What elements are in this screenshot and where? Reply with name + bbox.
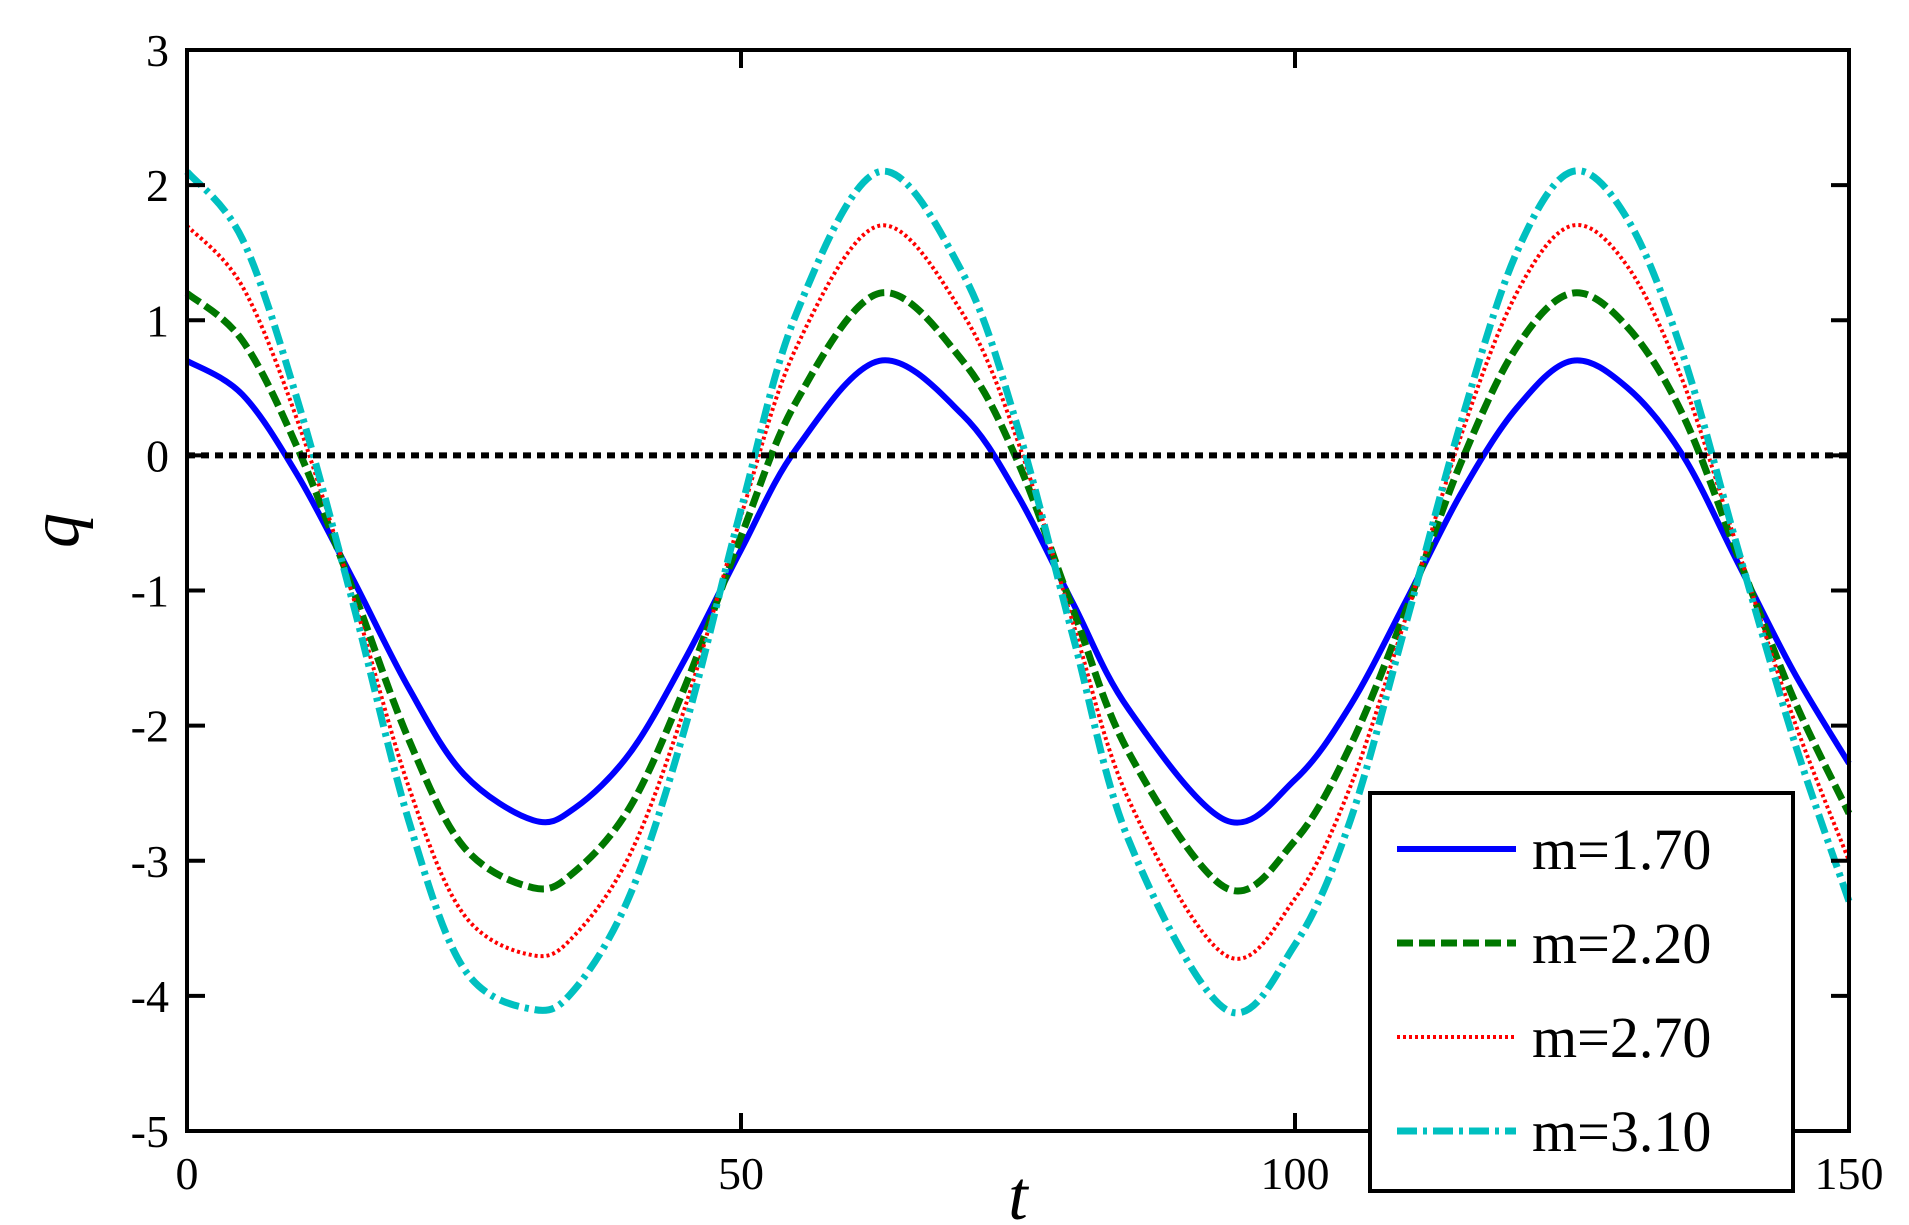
y-tick-label: 1 [146,295,169,346]
y-tick-label: -3 [131,836,169,887]
ticks-layer [185,48,1851,1133]
legend-label-4: m=3.10 [1532,1099,1711,1164]
y-tick-label: 0 [146,430,169,481]
series-line-1 [185,357,1852,826]
x-tick-label: 100 [1261,1148,1330,1199]
y-tick-label: 3 [146,25,169,76]
y-tick-label: -2 [131,701,169,752]
tick-labels: 0 50 100 150 3 2 1 0 -1 -2 -3 -4 -5 [131,25,1884,1199]
y-tick-label: 2 [146,160,169,211]
y-tick-label: -5 [131,1106,169,1157]
legend-box [1368,791,1795,1193]
legend: m=1.70 m=2.20 m=2.70 m=3.10 [1368,791,1795,1193]
x-tick-label: 50 [718,1148,764,1199]
legend-items: m=1.70 m=2.20 m=2.70 m=3.10 [1397,817,1711,1164]
series-line-2 [184,289,1853,895]
series-line-4 [184,167,1853,1017]
series-layer [184,167,1853,1017]
x-axis-label: t [1008,1158,1029,1225]
plot-area [184,48,1853,1133]
y-tick-label: -4 [131,971,169,1022]
x-tick-label: 0 [176,1148,199,1199]
legend-label-1: m=1.70 [1532,817,1711,882]
x-tick-label: 150 [1815,1148,1884,1199]
legend-label-3: m=2.70 [1532,1005,1711,1070]
y-axis-label: q [17,513,94,548]
y-tick-label: -1 [131,566,169,617]
legend-label-2: m=2.20 [1532,911,1711,976]
